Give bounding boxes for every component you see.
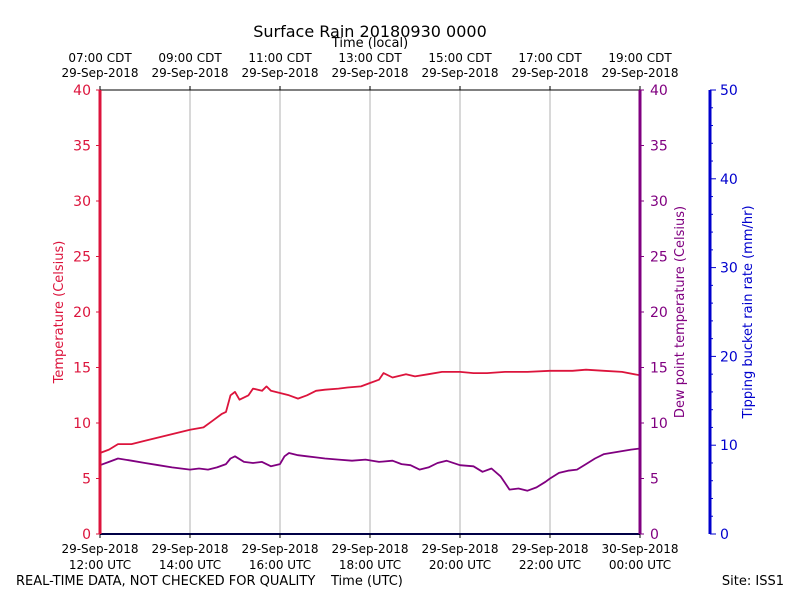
right-tick-label: 0 <box>650 527 659 543</box>
top-tick-time: 19:00 CDT <box>608 51 672 65</box>
rain-tick-label: 50 <box>720 83 738 99</box>
left-tick-label: 0 <box>82 527 91 543</box>
right-tick-label: 15 <box>650 361 668 377</box>
rain-tick-label: 20 <box>720 349 738 365</box>
left-tick-label: 25 <box>73 250 91 266</box>
rain-tick-label: 30 <box>720 261 738 277</box>
rain-tick-label: 10 <box>720 438 738 454</box>
x-tick-date: 29-Sep-2018 <box>151 542 228 556</box>
axis-ticks: 29-Sep-2018 12:00 UTC 29-Sep-2018 14:00 UTC… <box>61 51 737 572</box>
top-tick-time: 13:00 CDT <box>338 51 402 65</box>
rain-tick-label: 0 <box>720 527 729 543</box>
grid-lines <box>189 90 551 534</box>
x-tick-time: 18:00 UTC <box>339 558 401 572</box>
top-tick-time: 07:00 CDT <box>68 51 132 65</box>
x-axis-label: Time (UTC) <box>331 574 403 589</box>
right-axis-label: Dew point temperature (Celsius) <box>673 206 688 418</box>
x-tick-time: 20:00 UTC <box>429 558 491 572</box>
series-line-dew-point <box>99 447 641 492</box>
top-tick-date: 29-Sep-2018 <box>331 66 408 80</box>
top-tick-date: 29-Sep-2018 <box>241 66 318 80</box>
left-tick-label: 5 <box>82 472 91 488</box>
left-tick-label: 15 <box>73 361 91 377</box>
right-tick-label: 30 <box>650 194 668 210</box>
x-tick-date: 29-Sep-2018 <box>331 542 408 556</box>
quality-note: REAL-TIME DATA, NOT CHECKED FOR QUALITY <box>16 574 316 589</box>
top-tick-time: 11:00 CDT <box>248 51 312 65</box>
top-tick-date: 29-Sep-2018 <box>511 66 588 80</box>
x-tick-time: 00:00 UTC <box>609 558 671 572</box>
left-tick-label: 20 <box>73 305 91 321</box>
top-tick-date: 29-Sep-2018 <box>601 66 678 80</box>
x-tick-time: 16:00 UTC <box>249 558 311 572</box>
left-tick-label: 35 <box>73 139 91 155</box>
x-tick-time: 14:00 UTC <box>159 558 221 572</box>
rain-axis-label: Tipping bucket rain rate (mm/hr) <box>741 205 756 419</box>
rain-tick-label: 40 <box>720 172 738 188</box>
chart-title: Surface Rain 20180930 0000 <box>253 22 487 41</box>
x-tick-date: 29-Sep-2018 <box>241 542 318 556</box>
top-tick-time: 15:00 CDT <box>428 51 492 65</box>
x-tick-date: 29-Sep-2018 <box>61 542 138 556</box>
x-tick-date: 29-Sep-2018 <box>511 542 588 556</box>
x-tick-date: 29-Sep-2018 <box>421 542 498 556</box>
left-axis-label: Temperature (Celsius) <box>52 241 67 385</box>
series-line-temperature <box>99 368 641 454</box>
right-tick-label: 25 <box>650 250 668 266</box>
top-tick-time: 17:00 CDT <box>518 51 582 65</box>
x-tick-time: 12:00 UTC <box>69 558 131 572</box>
x-tick-date: 30-Sep-2018 <box>601 542 678 556</box>
right-tick-label: 20 <box>650 305 668 321</box>
right-tick-label: 10 <box>650 416 668 432</box>
left-tick-label: 10 <box>73 416 91 432</box>
right-tick-label: 40 <box>650 83 668 99</box>
top-tick-date: 29-Sep-2018 <box>61 66 138 80</box>
right-tick-label: 35 <box>650 139 668 155</box>
left-tick-label: 30 <box>73 194 91 210</box>
top-tick-date: 29-Sep-2018 <box>151 66 228 80</box>
top-tick-date: 29-Sep-2018 <box>421 66 498 80</box>
top-axis-label: Time (local) <box>331 36 408 51</box>
right-tick-label: 5 <box>650 472 659 488</box>
left-tick-label: 40 <box>73 83 91 99</box>
top-tick-time: 09:00 CDT <box>158 51 222 65</box>
site-label: Site: ISS1 <box>721 574 784 589</box>
x-tick-time: 22:00 UTC <box>519 558 581 572</box>
